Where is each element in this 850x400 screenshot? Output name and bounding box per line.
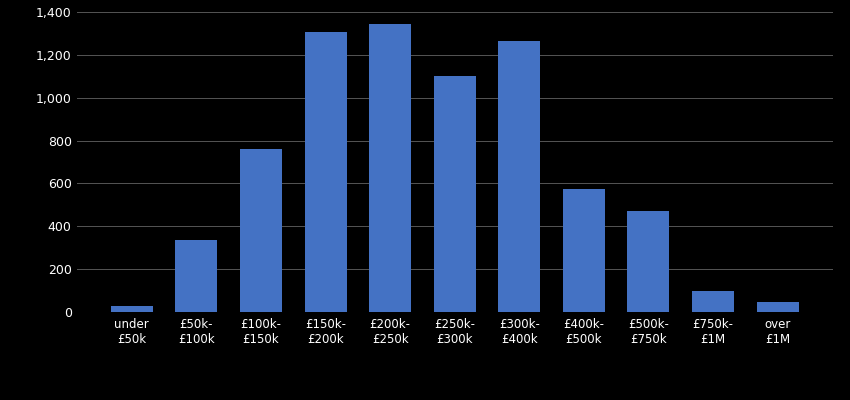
Bar (627, 211, 670, 312)
Bar (692, 290, 734, 312)
Bar (434, 76, 476, 312)
Bar (498, 41, 541, 312)
Bar (563, 189, 605, 312)
Bar (110, 306, 153, 312)
Bar (369, 24, 411, 312)
Bar (304, 32, 347, 312)
Bar (175, 240, 218, 312)
Bar (756, 302, 799, 312)
Bar (240, 149, 282, 312)
